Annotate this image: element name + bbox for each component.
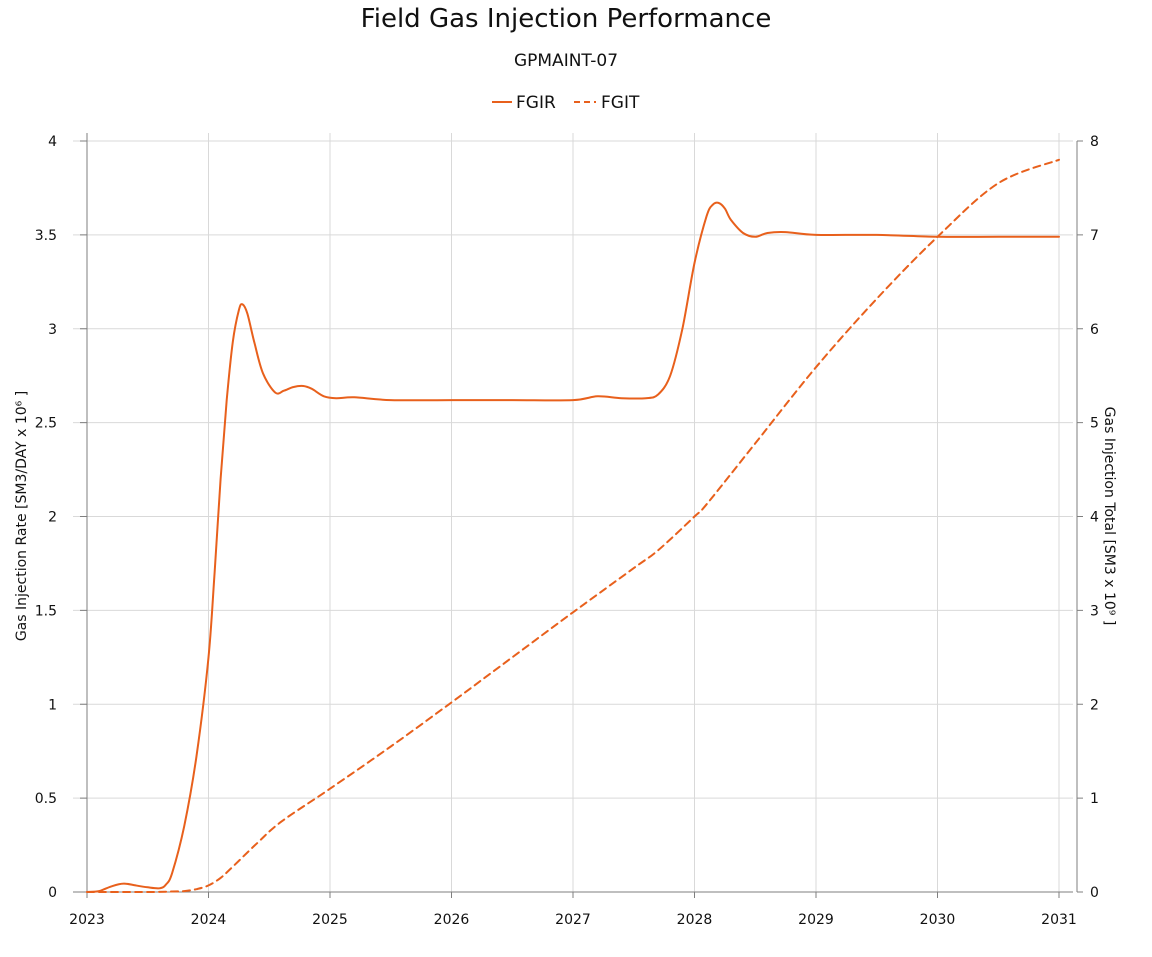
y-left-tick-label: 2 bbox=[48, 510, 57, 526]
x-tick-label: 2025 bbox=[312, 912, 348, 928]
y-right-tick-label: 5 bbox=[1090, 416, 1099, 432]
y-right-tick-label: 0 bbox=[1090, 885, 1099, 901]
y-right-tick-label: 8 bbox=[1090, 134, 1099, 150]
y-right-tick-label: 7 bbox=[1090, 228, 1099, 244]
x-tick-label: 2026 bbox=[434, 912, 470, 928]
tick-labels: 2023 2024 2025 2026 2027 2028 2029 2030 203100.5… bbox=[35, 134, 1099, 928]
y-right-tick-label: 3 bbox=[1090, 603, 1099, 619]
x-tick-label: 2023 bbox=[69, 912, 105, 928]
y-right-tick-label: 2 bbox=[1090, 697, 1099, 713]
y-left-tick-label: 0.5 bbox=[35, 791, 57, 807]
series-line-fgir bbox=[86, 201, 1060, 893]
axes bbox=[73, 133, 1083, 898]
legend-fgit-label: FGIT bbox=[601, 93, 640, 113]
legend-fgir-label: FGIR bbox=[516, 93, 556, 113]
y-left-tick-label: 4 bbox=[48, 134, 57, 150]
x-tick-label: 2027 bbox=[555, 912, 591, 928]
y-right-tick-label: 4 bbox=[1090, 510, 1099, 526]
y-right-tick-label: 1 bbox=[1090, 791, 1099, 807]
legend: FGIR FGIT bbox=[492, 93, 640, 113]
y-left-tick-label: 3.5 bbox=[35, 228, 57, 244]
y-right-tick-label: 6 bbox=[1090, 322, 1099, 338]
y-axis-left-label: Gas Injection Rate [SM3/DAY x 10⁶ ] bbox=[14, 391, 30, 641]
x-tick-label: 2030 bbox=[920, 912, 956, 928]
grid bbox=[73, 133, 1073, 893]
y-left-tick-label: 2.5 bbox=[35, 416, 57, 432]
y-left-tick-label: 1 bbox=[48, 697, 57, 713]
x-tick-label: 2028 bbox=[677, 912, 713, 928]
chart-title: Field Gas Injection Performance bbox=[361, 4, 772, 34]
x-tick-label: 2024 bbox=[191, 912, 227, 928]
y-axis-right-label: Gas Injection Total [SM3 x 10⁹ ] bbox=[1101, 407, 1117, 626]
series bbox=[86, 158, 1060, 894]
x-tick-label: 2031 bbox=[1041, 912, 1077, 928]
series-line-fgit bbox=[86, 158, 1060, 894]
y-left-tick-label: 0 bbox=[48, 885, 57, 901]
x-tick-label: 2029 bbox=[798, 912, 834, 928]
chart-subtitle: GPMAINT-07 bbox=[514, 51, 618, 71]
y-left-tick-label: 3 bbox=[48, 322, 57, 338]
y-left-tick-label: 1.5 bbox=[35, 603, 57, 619]
